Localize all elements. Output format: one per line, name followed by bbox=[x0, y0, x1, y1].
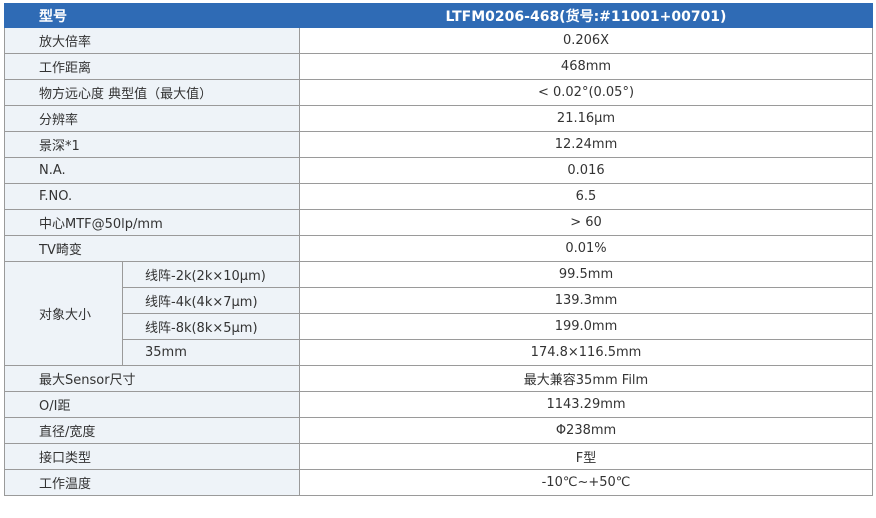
row-label: 景深*1 bbox=[4, 131, 300, 158]
row-value: 0.206X bbox=[299, 27, 873, 54]
row-label: 最大Sensor尺寸 bbox=[4, 365, 300, 392]
sub-row-label: 35mm bbox=[122, 339, 300, 366]
table-row: N.A. 0.016 bbox=[4, 157, 873, 184]
row-label: F.NO. bbox=[4, 183, 300, 210]
table-row: 对象大小 线阵-2k(2k×10μm) 99.5mm bbox=[4, 261, 873, 366]
row-value: 468mm bbox=[299, 53, 873, 80]
row-value: < 0.02°(0.05°) bbox=[299, 79, 873, 106]
row-value: 6.5 bbox=[299, 183, 873, 210]
row-value: 最大兼容35mm Film bbox=[299, 365, 873, 392]
table-row: 放大倍率 0.206X bbox=[4, 27, 873, 54]
row-label: TV畸变 bbox=[4, 235, 300, 262]
table-row: O/I距 1143.29mm bbox=[4, 391, 873, 418]
row-label: 工作温度 bbox=[4, 469, 300, 496]
row-label: 接口类型 bbox=[4, 443, 300, 470]
table-row: 工作距离 468mm bbox=[4, 53, 873, 80]
row-label: O/I距 bbox=[4, 391, 300, 418]
row-value: 12.24mm bbox=[299, 131, 873, 158]
row-value: 1143.29mm bbox=[299, 391, 873, 418]
row-label: N.A. bbox=[4, 157, 300, 184]
table-row: 35mm 174.8×116.5mm bbox=[5, 339, 873, 366]
table-row: 直径/宽度 Φ238mm bbox=[4, 417, 873, 444]
table-row: 景深*1 12.24mm bbox=[4, 131, 873, 158]
row-label: 中心MTF@50lp/mm bbox=[4, 209, 300, 236]
table-row: 线阵-8k(8k×5μm) 199.0mm bbox=[5, 313, 873, 340]
table-row: TV畸变 0.01% bbox=[4, 235, 873, 262]
model-label: 型号 bbox=[4, 3, 300, 28]
row-value: Φ238mm bbox=[299, 417, 873, 444]
table-row: 分辨率 21.16μm bbox=[4, 105, 873, 132]
table-row: F.NO. 6.5 bbox=[4, 183, 873, 210]
row-label: 放大倍率 bbox=[4, 27, 300, 54]
table-row: 中心MTF@50lp/mm > 60 bbox=[4, 209, 873, 236]
table-row: 线阵-4k(4k×7μm) 139.3mm bbox=[5, 287, 873, 314]
sub-row-value: 174.8×116.5mm bbox=[299, 339, 873, 366]
sub-row-value: 139.3mm bbox=[299, 287, 873, 314]
table-row: 接口类型 F型 bbox=[4, 443, 873, 470]
object-size-label: 对象大小 bbox=[4, 261, 123, 366]
row-value: 0.016 bbox=[299, 157, 873, 184]
model-value: LTFM0206-468(货号:#11001+00701) bbox=[299, 3, 873, 28]
row-label: 直径/宽度 bbox=[4, 417, 300, 444]
sub-row-label: 线阵-2k(2k×10μm) bbox=[122, 261, 300, 288]
row-label: 工作距离 bbox=[4, 53, 300, 80]
row-value: F型 bbox=[299, 443, 873, 470]
row-label: 分辨率 bbox=[4, 105, 300, 132]
row-value: 21.16μm bbox=[299, 105, 873, 132]
row-value: 0.01% bbox=[299, 235, 873, 262]
table-row: 物方远心度 典型值（最大值） < 0.02°(0.05°) bbox=[4, 79, 873, 106]
table-row: 工作温度 -10℃~+50℃ bbox=[4, 469, 873, 496]
sub-row-value: 199.0mm bbox=[299, 313, 873, 340]
row-value: > 60 bbox=[299, 209, 873, 236]
sub-row-label: 线阵-8k(8k×5μm) bbox=[122, 313, 300, 340]
spec-table: 型号 LTFM0206-468(货号:#11001+00701) 放大倍率 0.… bbox=[4, 3, 873, 496]
sub-row-value: 99.5mm bbox=[299, 261, 873, 288]
table-row: 最大Sensor尺寸 最大兼容35mm Film bbox=[4, 365, 873, 392]
row-value: -10℃~+50℃ bbox=[299, 469, 873, 496]
sub-row-label: 线阵-4k(4k×7μm) bbox=[122, 287, 300, 314]
header-row: 型号 LTFM0206-468(货号:#11001+00701) bbox=[4, 3, 873, 28]
row-label: 物方远心度 典型值（最大值） bbox=[4, 79, 300, 106]
